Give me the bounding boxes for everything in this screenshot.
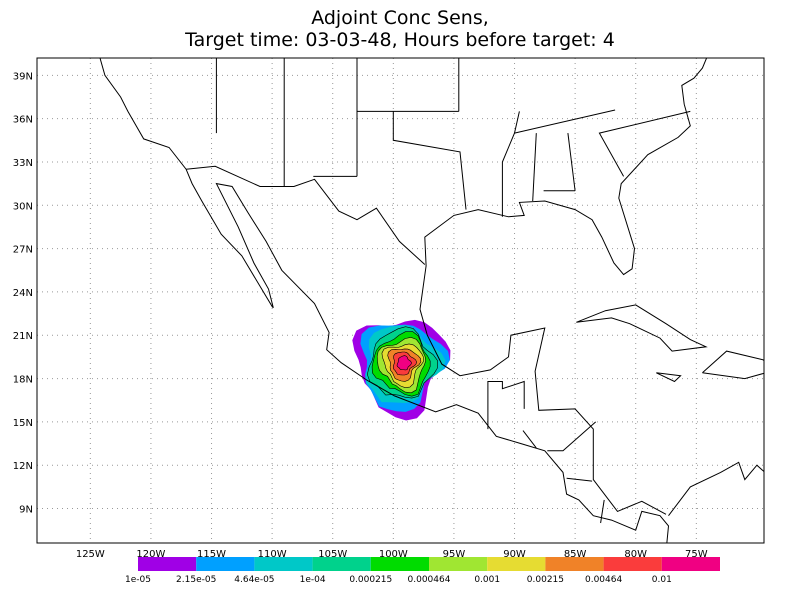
coastline [487, 380, 525, 430]
colorbar-label: 4.64e-05 [234, 575, 274, 585]
lat-tick-label: 9N [19, 505, 33, 516]
title: Target time: 03-03-48, Hours before targ… [184, 29, 615, 51]
lat-tick-label: 27N [13, 245, 33, 256]
map-frame [36, 57, 765, 544]
coastline [501, 111, 520, 217]
lon-tick-label: 115W [197, 549, 226, 560]
colorbar-swatch [429, 557, 488, 571]
coastline [514, 109, 616, 134]
lat-tick-label: 21N [13, 331, 33, 342]
colorbar: 1e-05 2.15e-05 4.64e-05 1e-04 0.000215 0.0004… [125, 557, 720, 585]
lon-tick-label: 125W [76, 549, 105, 560]
lat-tick-label: 39N [13, 71, 33, 82]
lat-tick-label: 18N [13, 375, 33, 386]
colorbar-label: 0.01 [652, 575, 672, 585]
colorbar-label: 1e-05 [125, 575, 151, 585]
lon-tick-label: 105W [318, 549, 347, 560]
colorbar-swatch [545, 557, 604, 571]
colorbar-label: 1e-04 [300, 575, 326, 585]
colorbar-swatch [312, 557, 371, 571]
lat-tick-label: 24N [13, 288, 33, 299]
colorbar-label: 2.15e-05 [176, 575, 216, 585]
colorbar-label: 0.00464 [585, 575, 622, 585]
grid [37, 58, 764, 543]
lon-tick-label: 95W [443, 549, 466, 560]
colorbar-label: 0.00215 [527, 575, 564, 585]
lon-tick-label: 75W [685, 549, 708, 560]
colorbar-swatch [370, 557, 429, 571]
colorbar-swatch [138, 557, 197, 571]
contour-band [396, 355, 412, 371]
lat-tick-label: 30N [13, 201, 33, 212]
colorbar-swatch [487, 557, 546, 571]
lon-tick-label: 110W [258, 549, 287, 560]
coastline [600, 499, 605, 524]
colorbar-label: 0.001 [474, 575, 500, 585]
lat-tick-label: 36N [13, 115, 33, 126]
lat-tick-label: 12N [13, 461, 33, 472]
coastline [702, 350, 764, 380]
coastline [791, 371, 800, 378]
colorbar-label: 0.000215 [349, 575, 392, 585]
colorbar-swatch [661, 557, 720, 571]
lat-tick-label: 15N [13, 418, 33, 429]
coastline [99, 58, 670, 543]
lon-tick-label: 80W [624, 549, 647, 560]
colorbar-swatch [196, 557, 255, 571]
coastline [656, 372, 682, 383]
colorbar-swatch [603, 557, 662, 571]
colorbar-swatch [254, 557, 313, 571]
lon-tick-label: 85W [564, 549, 587, 560]
title: Adjoint Conc Sens, [311, 7, 489, 29]
coastline [522, 430, 537, 449]
coastline [392, 111, 467, 210]
coastline [668, 461, 764, 517]
coastline [419, 58, 708, 515]
coastline [566, 477, 593, 482]
colorbar-label: 0.000464 [408, 575, 451, 585]
coastlines [99, 58, 800, 543]
sensitivity-contours [352, 319, 451, 421]
coastline [547, 421, 597, 452]
coastline [567, 133, 576, 191]
coastline [186, 165, 426, 265]
coastline [598, 110, 691, 177]
lon-tick-label: 100W [379, 549, 408, 560]
coastline [576, 304, 708, 352]
lon-tick-label: 90W [503, 549, 526, 560]
lon-tick-label: 120W [136, 549, 165, 560]
coastline [532, 133, 537, 202]
lat-tick-label: 33N [13, 158, 33, 169]
ticks: 39N 36N 33N 30N 27N 24N 21N 18N 15N 12N 9N 125W 120W… [13, 71, 708, 560]
